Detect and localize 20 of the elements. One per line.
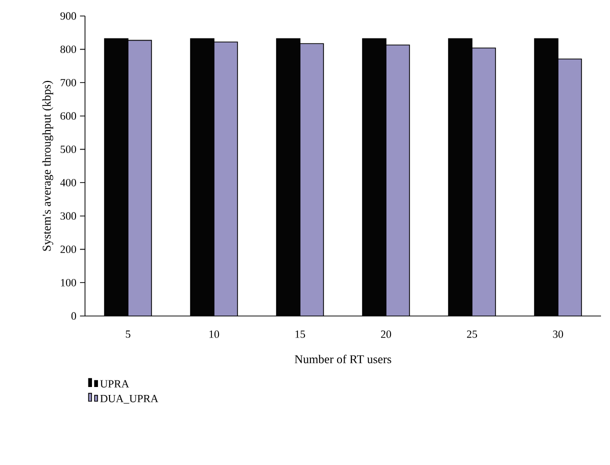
y-tick-label: 300 <box>60 212 76 220</box>
y-tick-label: 600 <box>60 112 76 120</box>
legend-label: UPRA <box>100 380 130 388</box>
x-axis-title: Number of RT users <box>294 354 392 364</box>
y-axis-title: System's average throughput (kbps) <box>42 80 54 251</box>
x-tick-label: 30 <box>553 330 564 338</box>
legend-label: DUA_UPRA <box>100 394 158 404</box>
x-tick-label: 20 <box>381 330 392 338</box>
y-tick-label: 0 <box>71 312 76 320</box>
y-tick-label: 800 <box>60 46 76 54</box>
y-tick-label: 200 <box>60 246 76 254</box>
x-tick-label: 25 <box>467 330 478 338</box>
y-tick-label: 700 <box>60 78 76 86</box>
y-tick-label: 900 <box>60 12 76 20</box>
x-tick-label: 15 <box>295 330 306 338</box>
y-tick-label: 100 <box>61 278 76 286</box>
x-tick-label: 5 <box>126 330 130 338</box>
y-tick-label: 400 <box>60 178 76 186</box>
y-tick-label: 500 <box>60 146 76 154</box>
x-tick-label: 10 <box>209 330 220 338</box>
